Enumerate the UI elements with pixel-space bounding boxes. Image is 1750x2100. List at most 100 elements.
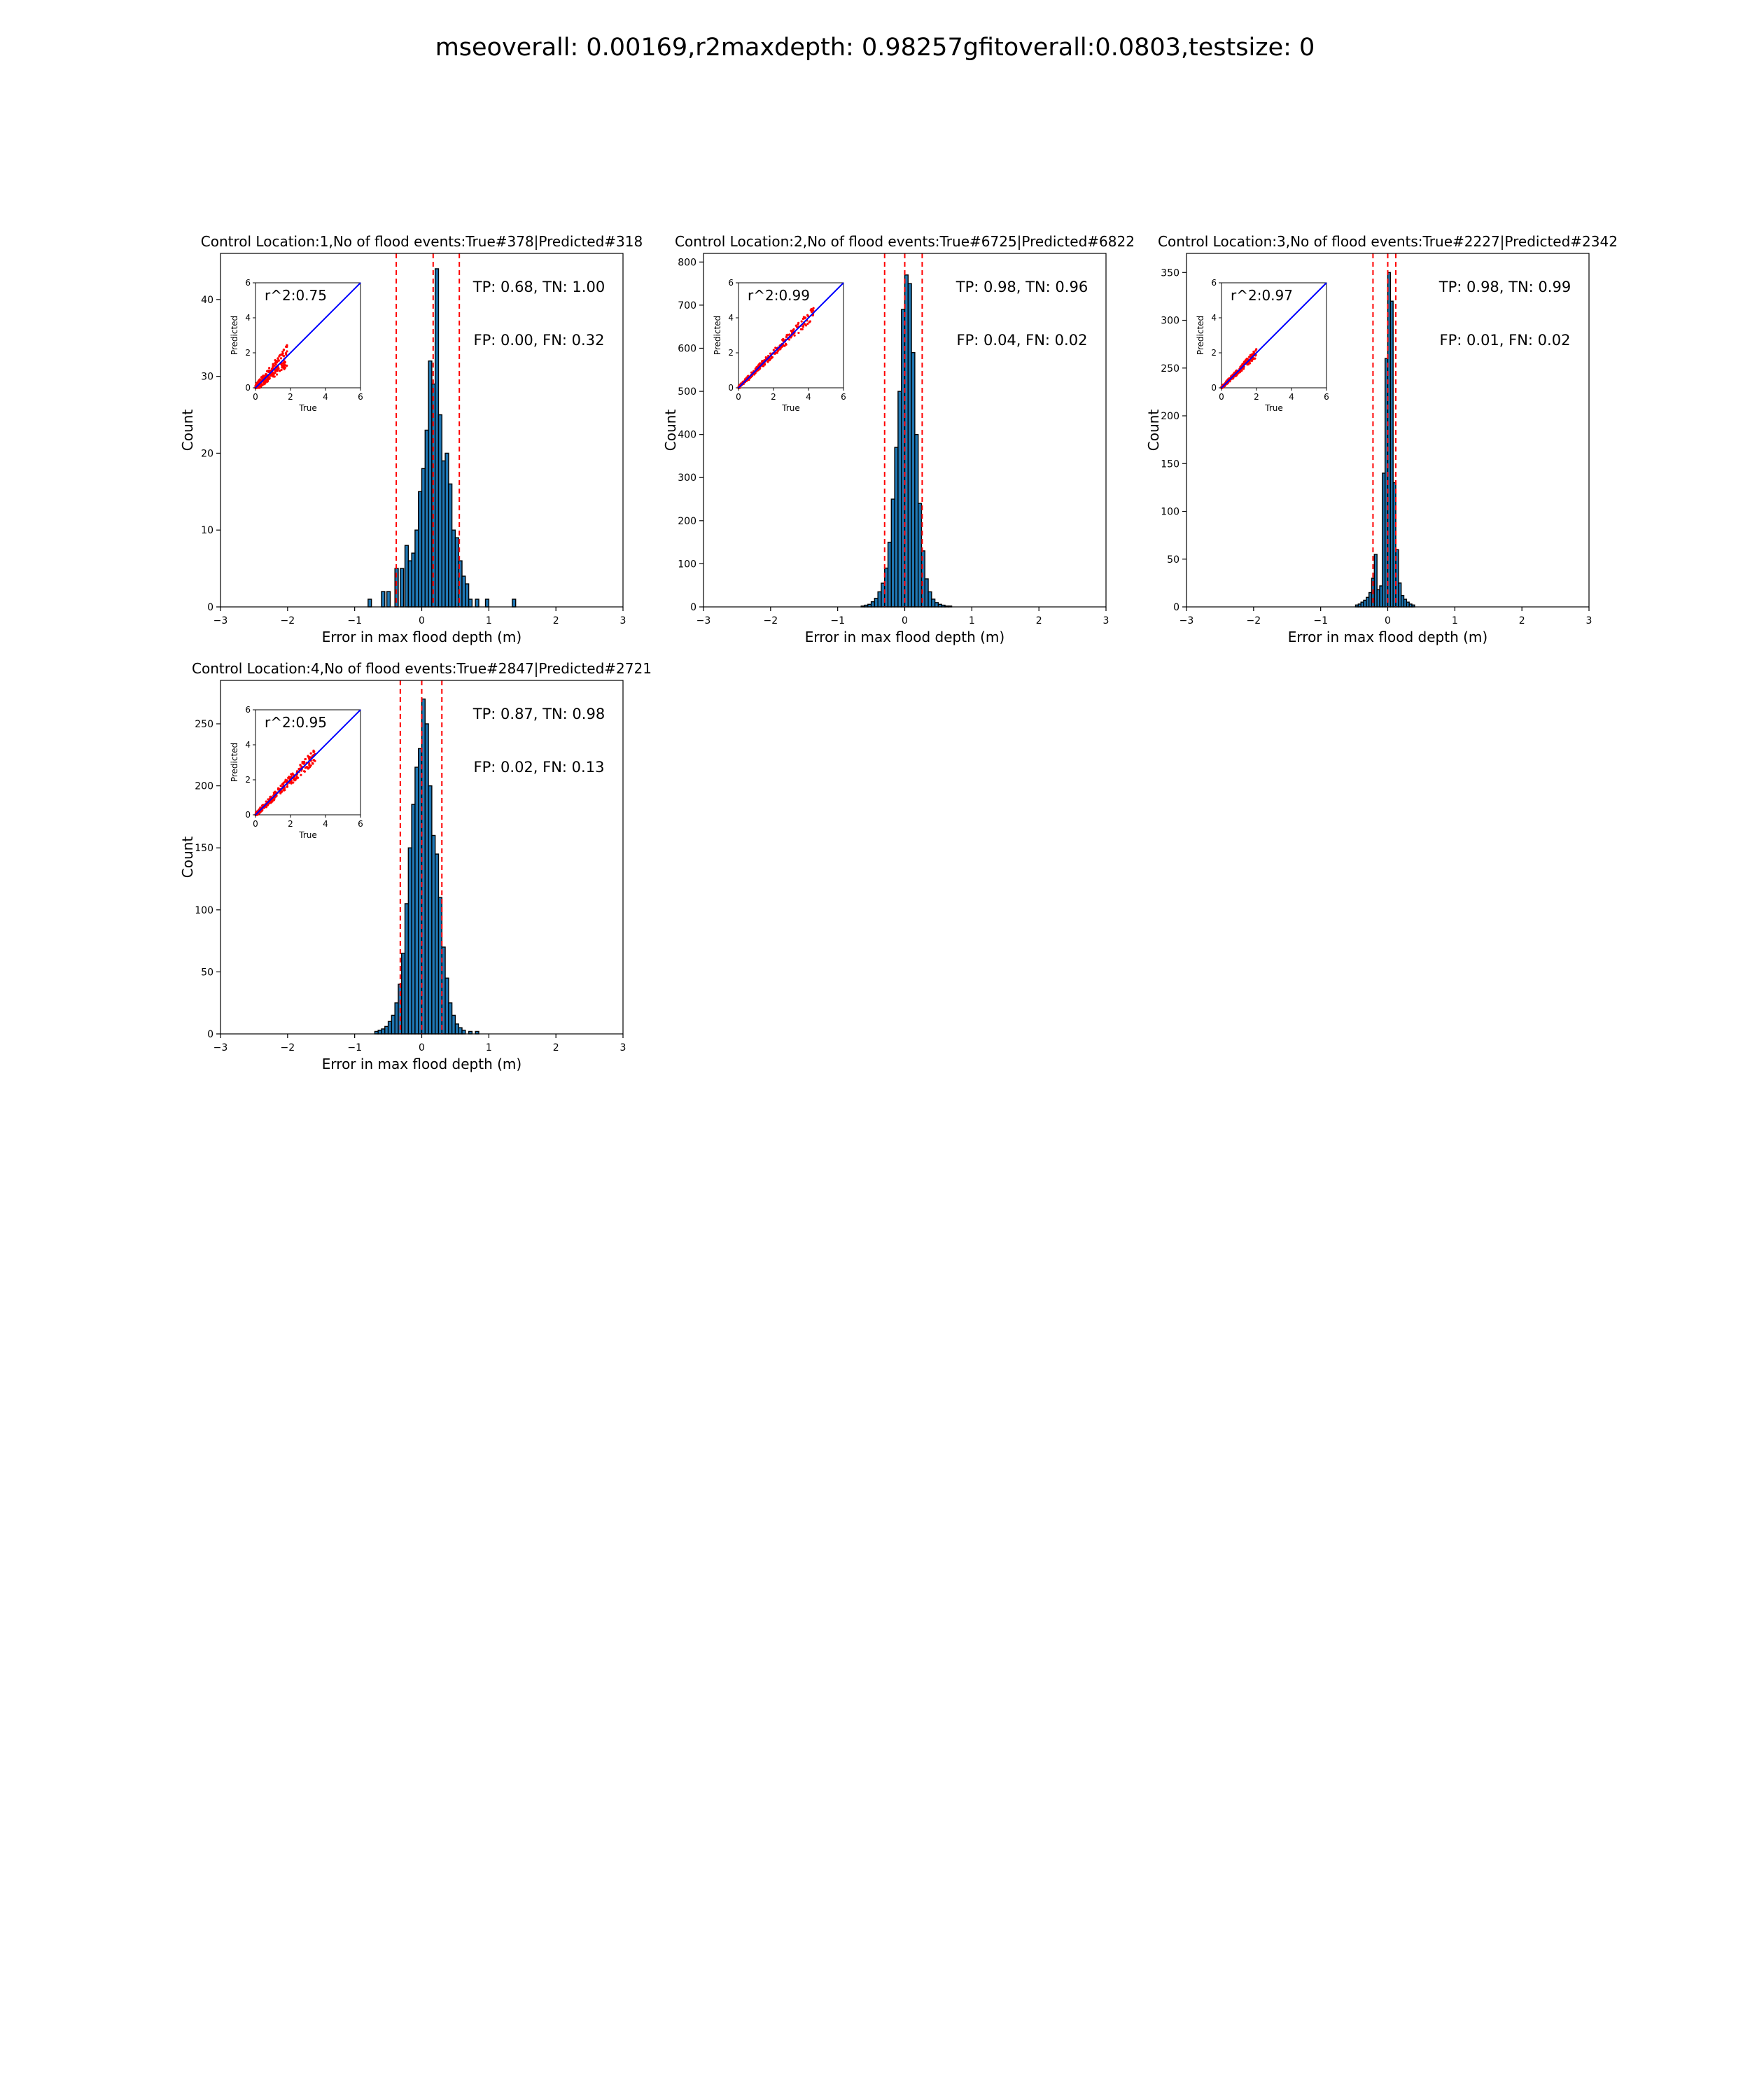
scatter-point xyxy=(776,349,779,352)
histogram-bar xyxy=(874,597,878,608)
scatter-point xyxy=(304,757,307,761)
inset-x-axis-label: True xyxy=(298,403,317,413)
scatter-point xyxy=(1254,349,1257,352)
y-tick-label: 40 xyxy=(201,295,214,306)
scatter-point xyxy=(800,320,803,323)
scatter-point xyxy=(276,370,279,372)
x-tick-label: −2 xyxy=(281,615,295,626)
inset-y-tick-label: 0 xyxy=(728,383,734,393)
histogram-bar xyxy=(386,591,391,608)
scatter-point xyxy=(272,799,275,802)
r-squared-label: r^2:0.95 xyxy=(265,714,327,731)
histogram-bar xyxy=(465,583,470,608)
y-tick-label: 500 xyxy=(678,386,696,398)
fp-fn-annotation: FP: 0.01, FN: 0.02 xyxy=(1440,332,1571,349)
scatter-point xyxy=(282,362,285,365)
scatter-point xyxy=(282,366,285,370)
tp-tn-annotation: TP: 0.68, TN: 1.00 xyxy=(472,279,605,295)
scatter-point xyxy=(808,320,812,323)
histogram-bar xyxy=(448,1002,453,1035)
scatter-point xyxy=(790,330,794,334)
y-tick-label: 350 xyxy=(1161,267,1180,279)
inset-y-tick-label: 6 xyxy=(728,278,734,288)
y-axis-label: Count xyxy=(179,410,196,451)
scatter-point xyxy=(277,359,280,362)
tp-tn-annotation: TP: 0.87, TN: 0.98 xyxy=(472,706,605,722)
scatter-point xyxy=(300,774,302,776)
histogram-bar xyxy=(387,1021,393,1035)
histogram-bar xyxy=(391,1014,396,1035)
scatter-point xyxy=(267,370,270,374)
tp-tn-annotation: TP: 0.98, TN: 0.96 xyxy=(955,279,1088,295)
scatter-point xyxy=(284,351,288,355)
y-tick-label: 400 xyxy=(678,430,696,441)
scatter-point xyxy=(279,370,281,372)
histogram-bar xyxy=(475,598,479,608)
x-tick-label: 3 xyxy=(620,1042,626,1054)
histogram-bar xyxy=(428,785,433,1035)
histogram-bar xyxy=(877,591,882,608)
inset-x-tick-label: 2 xyxy=(288,392,293,402)
y-tick-label: 20 xyxy=(201,448,214,459)
y-tick-label: 0 xyxy=(1173,602,1180,613)
histogram-bar xyxy=(907,283,912,608)
histogram-bar xyxy=(400,568,405,608)
histogram-bars xyxy=(374,698,479,1035)
scatter-point xyxy=(280,368,283,371)
x-tick-label: −2 xyxy=(1247,615,1261,626)
scatter-point xyxy=(286,364,288,367)
scatter-point xyxy=(806,314,809,316)
x-tick-label: 1 xyxy=(486,615,492,626)
histogram-bar xyxy=(424,723,429,1035)
histogram-bar xyxy=(461,1029,466,1035)
scatter-point xyxy=(775,351,778,354)
scatter-point xyxy=(788,333,791,336)
x-tick-label: −3 xyxy=(696,615,711,626)
fp-fn-annotation: FP: 0.04, FN: 0.02 xyxy=(957,332,1088,349)
y-tick-label: 300 xyxy=(678,472,696,484)
scatter-point xyxy=(799,328,803,330)
x-tick-label: 1 xyxy=(969,615,975,626)
scatter-point xyxy=(811,310,813,313)
scatter-point xyxy=(271,372,274,375)
histogram-bar xyxy=(454,1023,459,1035)
x-tick-label: 2 xyxy=(553,1042,559,1054)
histogram-bar xyxy=(404,903,410,1035)
scatter-point xyxy=(1250,355,1252,358)
scatter-point xyxy=(272,792,276,795)
y-tick-label: 150 xyxy=(195,843,214,854)
scatter-point xyxy=(265,800,267,803)
y-tick-label: 100 xyxy=(678,559,696,570)
scatter-point xyxy=(746,375,749,378)
scatter-point xyxy=(793,334,796,337)
scatter-point xyxy=(797,331,800,335)
scatter-point xyxy=(280,364,284,367)
scatter-point xyxy=(270,368,274,370)
y-tick-label: 250 xyxy=(195,719,214,730)
fp-fn-annotation: FP: 0.00, FN: 0.32 xyxy=(474,332,605,349)
scatter-point xyxy=(299,764,302,766)
inset-x-tick-label: 6 xyxy=(841,392,846,402)
scatter-point xyxy=(1247,362,1250,365)
y-tick-label: 100 xyxy=(195,905,214,916)
scatter-point xyxy=(1251,353,1254,356)
scatter-point xyxy=(802,326,805,328)
scatter-point xyxy=(270,801,272,804)
y-axis-label: Count xyxy=(662,410,679,451)
scatter-point xyxy=(260,376,262,379)
inset-x-axis-label: True xyxy=(298,830,317,840)
figure-title: mseoverall: 0.00169,r2maxdepth: 0.98257g… xyxy=(435,34,1315,62)
scatter-point xyxy=(305,766,308,769)
y-tick-label: 250 xyxy=(1161,363,1180,374)
scatter-point xyxy=(302,770,306,773)
y-tick-label: 0 xyxy=(690,602,696,613)
inset-y-tick-label: 0 xyxy=(245,810,251,820)
scatter-point xyxy=(774,346,777,349)
y-tick-label: 10 xyxy=(201,525,214,536)
inset-x-tick-label: 4 xyxy=(806,392,811,402)
inset-x-tick-label: 6 xyxy=(358,392,363,402)
inset-y-axis-label: Predicted xyxy=(230,316,239,355)
scatter-point xyxy=(1251,358,1254,361)
scatter-point xyxy=(308,764,311,766)
scatter-point xyxy=(262,375,265,378)
